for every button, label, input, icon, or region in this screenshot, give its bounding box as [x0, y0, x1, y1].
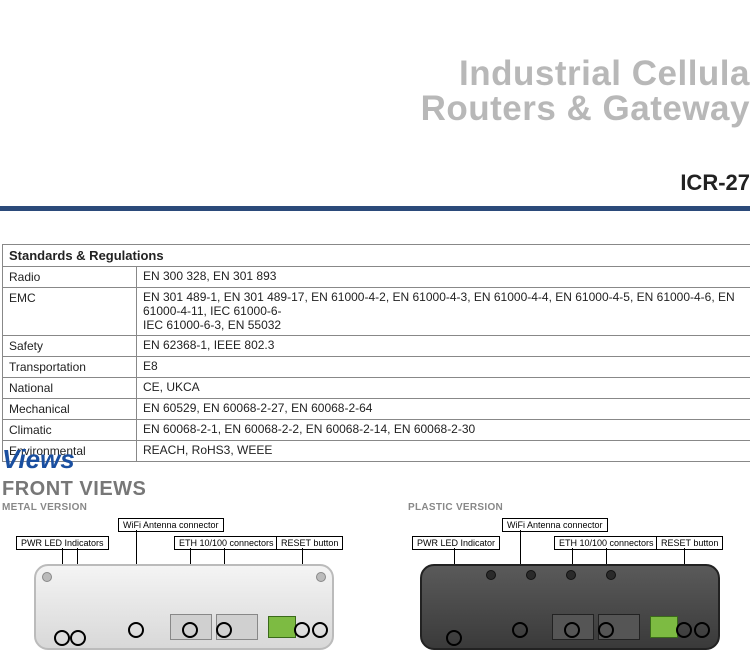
row-val: EN 300 328, EN 301 893	[137, 267, 750, 287]
table-row: EMC EN 301 489-1, EN 301 489-17, EN 6100…	[3, 288, 750, 336]
vent-icon	[566, 570, 576, 580]
row-val: E8	[137, 357, 750, 377]
indicator-ring	[128, 622, 144, 638]
callout-reset: RESET button	[656, 536, 723, 550]
plastic-panel: WiFi Antenna connector PWR LED Indicator…	[390, 516, 750, 650]
indicator-ring	[446, 630, 462, 646]
front-views-heading: FRONT VIEWS	[2, 478, 146, 501]
callout-wifi: WiFi Antenna connector	[502, 518, 608, 532]
screw-icon	[316, 572, 326, 582]
table-row: Climatic EN 60068-2-1, EN 60068-2-2, EN …	[3, 420, 750, 441]
table-row: Environmental REACH, RoHS3, WEEE	[3, 441, 750, 461]
model-number: ICR-27	[680, 170, 750, 196]
indicator-ring	[294, 622, 310, 638]
title-line-1: Industrial Cellula	[459, 54, 750, 93]
indicator-ring	[182, 622, 198, 638]
indicator-ring	[312, 622, 328, 638]
screw-icon	[42, 572, 52, 582]
table-row: Transportation E8	[3, 357, 750, 378]
plastic-version-label: PLASTIC VERSION	[408, 502, 503, 513]
standards-table: Standards & Regulations Radio EN 300 328…	[2, 244, 750, 462]
callout-reset: RESET button	[276, 536, 343, 550]
table-row: National CE, UKCA	[3, 378, 750, 399]
metal-panel: WiFi Antenna connector PWR LED Indicator…	[2, 516, 372, 650]
row-val: CE, UKCA	[137, 378, 750, 398]
row-key: Safety	[3, 336, 137, 356]
terminal-block	[268, 616, 296, 638]
views-heading: Views	[2, 444, 75, 475]
row-key: National	[3, 378, 137, 398]
indicator-ring	[512, 622, 528, 638]
title-line-2: Routers & Gateway	[421, 89, 750, 128]
row-val: EN 60529, EN 60068-2-27, EN 60068-2-64	[137, 399, 750, 419]
vent-icon	[526, 570, 536, 580]
row-val: REACH, RoHS3, WEEE	[137, 441, 750, 461]
vent-icon	[606, 570, 616, 580]
row-val: EN 60068-2-1, EN 60068-2-2, EN 60068-2-1…	[137, 420, 750, 440]
indicator-ring	[694, 622, 710, 638]
page-title: Industrial Cellula Routers & Gateway	[421, 56, 750, 126]
row-val: EN 62368-1, IEEE 802.3	[137, 336, 750, 356]
row-key: Mechanical	[3, 399, 137, 419]
callout-pwr-led: PWR LED Indicator	[412, 536, 500, 550]
metal-version-label: METAL VERSION	[2, 502, 87, 513]
callout-wifi: WiFi Antenna connector	[118, 518, 224, 532]
standards-heading: Standards & Regulations	[3, 245, 750, 267]
row-key: EMC	[3, 288, 137, 335]
indicator-ring	[598, 622, 614, 638]
indicator-ring	[70, 630, 86, 646]
indicator-ring	[216, 622, 232, 638]
row-val: EN 301 489-1, EN 301 489-17, EN 61000-4-…	[137, 288, 750, 335]
table-row: Mechanical EN 60529, EN 60068-2-27, EN 6…	[3, 399, 750, 420]
row-key: Climatic	[3, 420, 137, 440]
terminal-block	[650, 616, 678, 638]
indicator-ring	[564, 622, 580, 638]
vent-icon	[486, 570, 496, 580]
table-row: Safety EN 62368-1, IEEE 802.3	[3, 336, 750, 357]
indicator-ring	[54, 630, 70, 646]
divider-rule	[0, 206, 750, 211]
table-row: Radio EN 300 328, EN 301 893	[3, 267, 750, 288]
row-key: Radio	[3, 267, 137, 287]
row-key: Transportation	[3, 357, 137, 377]
indicator-ring	[676, 622, 692, 638]
